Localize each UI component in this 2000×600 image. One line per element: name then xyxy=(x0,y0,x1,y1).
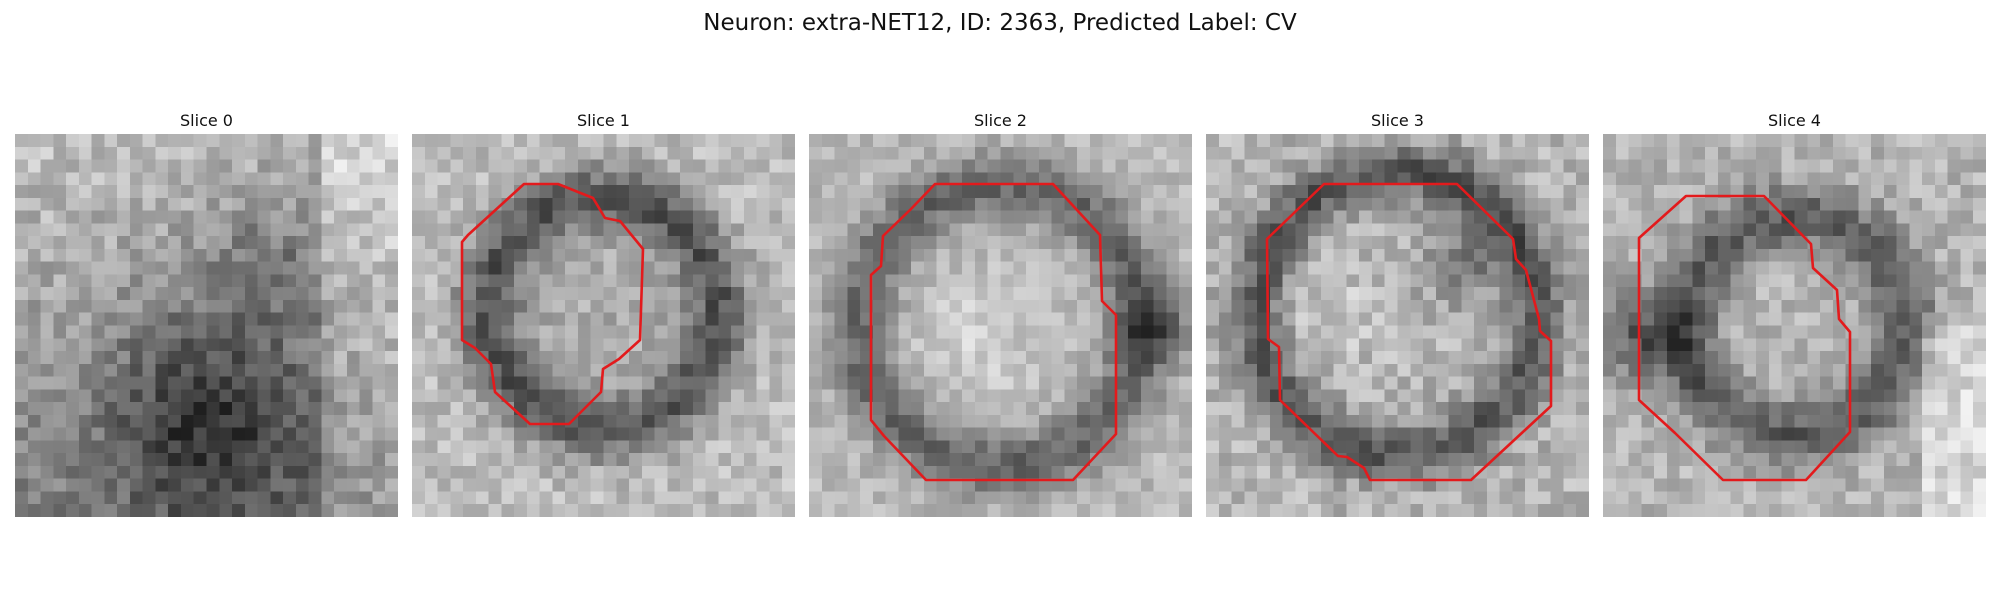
roi-contour-overlay xyxy=(1206,134,1589,517)
roi-contour xyxy=(1639,196,1850,480)
roi-contour xyxy=(1267,184,1551,480)
roi-contour-overlay xyxy=(809,134,1192,517)
slice-image-container xyxy=(1603,134,1986,517)
figure-title: Neuron: extra-NET12, ID: 2363, Predicted… xyxy=(0,10,2000,36)
microscopy-slice-image xyxy=(15,134,398,517)
slice-panel-0: Slice 0 xyxy=(15,108,398,134)
slice-title: Slice 4 xyxy=(1603,108,1986,134)
slice-image-container xyxy=(412,134,795,517)
roi-contour-overlay xyxy=(1603,134,1986,517)
slice-title: Slice 3 xyxy=(1206,108,1589,134)
slice-image-container xyxy=(15,134,398,517)
slice-title: Slice 0 xyxy=(15,108,398,134)
slice-panel-4: Slice 4 xyxy=(1603,108,1986,134)
roi-contour xyxy=(462,184,643,424)
slice-panel-3: Slice 3 xyxy=(1206,108,1589,134)
slice-image-container xyxy=(809,134,1192,517)
roi-contour-overlay xyxy=(412,134,795,517)
slice-title: Slice 2 xyxy=(809,108,1192,134)
roi-contour xyxy=(871,184,1116,480)
slice-title: Slice 1 xyxy=(412,108,795,134)
slice-panel-2: Slice 2 xyxy=(809,108,1192,134)
slice-image-container xyxy=(1206,134,1589,517)
slice-panel-1: Slice 1 xyxy=(412,108,795,134)
